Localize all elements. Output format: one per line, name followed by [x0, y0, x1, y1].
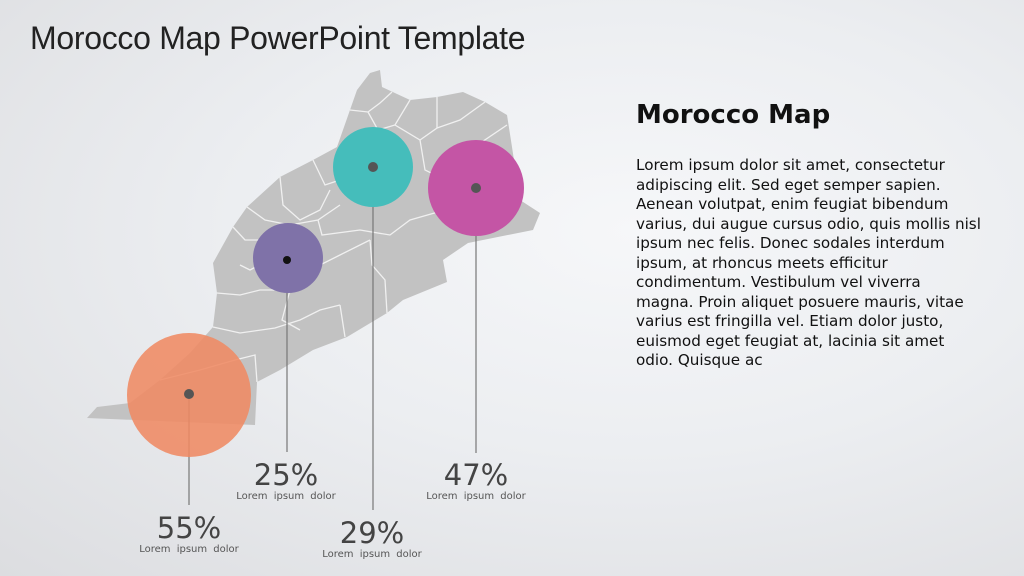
panel-heading: Morocco Map	[636, 100, 831, 130]
stat-value: 25%	[253, 458, 319, 492]
stat-47: 47% Lorem ipsum dolor	[406, 459, 546, 502]
stat-label: Lorem ipsum dolor	[426, 491, 526, 502]
stat-label: Lorem ipsum dolor	[236, 491, 336, 502]
stat-value: 47%	[443, 458, 509, 492]
panel-body: Lorem ipsum dolor sit amet, consectetur …	[636, 156, 981, 369]
marker-dot	[184, 389, 194, 399]
stat-55: 55% Lorem ipsum dolor	[119, 512, 259, 555]
stat-value: 55%	[156, 511, 222, 545]
stat-label: Lorem ipsum dolor	[139, 544, 239, 555]
stat-29: 29% Lorem ipsum dolor	[302, 517, 442, 560]
slide-title: Morocco Map PowerPoint Template	[30, 20, 526, 56]
stat-label: Lorem ipsum dolor	[322, 549, 422, 560]
stat-value: 29%	[339, 516, 405, 550]
marker-dot	[283, 256, 291, 264]
stat-25: 25% Lorem ipsum dolor	[216, 459, 356, 502]
marker-dot	[368, 162, 378, 172]
marker-dot	[471, 183, 481, 193]
